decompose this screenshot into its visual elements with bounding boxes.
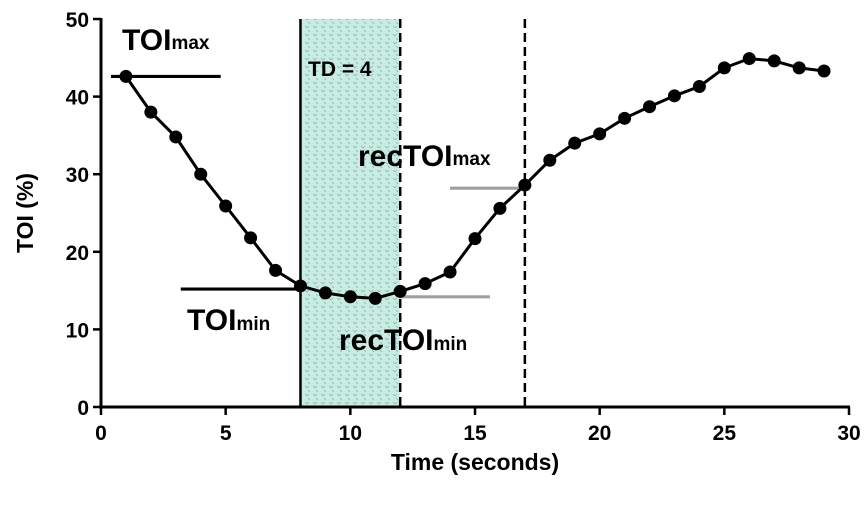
- x-tick-label: 15: [463, 422, 487, 445]
- x-tick-label: 10: [339, 422, 362, 445]
- data-point: [692, 80, 706, 94]
- data-point: [219, 199, 233, 213]
- data-point: [618, 111, 632, 125]
- data-point: [119, 69, 133, 83]
- data-point: [368, 291, 382, 305]
- data-point: [593, 127, 607, 141]
- x-tick-label: 30: [837, 422, 860, 445]
- data-point: [293, 279, 307, 293]
- x-tick-label: 25: [713, 422, 737, 445]
- x-tick-label: 20: [588, 422, 611, 445]
- data-point: [318, 286, 332, 300]
- shaded-region-td: [300, 19, 401, 407]
- data-point: [817, 64, 831, 78]
- data-point: [194, 167, 208, 181]
- data-point: [792, 61, 806, 75]
- data-point: [742, 52, 756, 66]
- data-point: [468, 232, 482, 246]
- y-tick-label: 50: [66, 9, 89, 32]
- y-tick-label: 30: [66, 164, 89, 187]
- data-point: [518, 178, 532, 192]
- annotation-td: TD = 4: [308, 58, 372, 81]
- x-axis-title: Time (seconds): [391, 449, 559, 475]
- data-point: [418, 277, 432, 291]
- y-axis-title: TOI (%): [12, 173, 38, 253]
- y-tick-label: 0: [77, 397, 89, 420]
- data-point: [543, 153, 557, 167]
- data-point: [244, 231, 258, 245]
- data-point: [169, 130, 183, 144]
- data-point: [493, 201, 507, 215]
- data-point: [343, 290, 357, 304]
- x-tick-label: 0: [95, 422, 107, 445]
- annotation-toimin: TOImin: [187, 304, 270, 337]
- data-point: [269, 263, 283, 277]
- data-point: [144, 105, 158, 119]
- y-tick-label: 20: [66, 242, 89, 265]
- data-point: [568, 136, 582, 150]
- data-point: [717, 61, 731, 75]
- data-point: [667, 89, 681, 103]
- toi-series-line: [124, 57, 825, 300]
- data-point: [443, 265, 457, 279]
- data-point: [767, 54, 781, 68]
- annotation-toimax: TOImax: [122, 24, 210, 57]
- data-point: [393, 284, 407, 298]
- y-tick-label: 10: [66, 319, 89, 342]
- data-point: [643, 100, 657, 114]
- annotation-rectoimax: recTOImax: [358, 140, 491, 173]
- annotation-rectoimin: recTOImin: [339, 324, 467, 357]
- y-tick-label: 40: [66, 87, 89, 110]
- x-tick-label: 5: [220, 422, 232, 445]
